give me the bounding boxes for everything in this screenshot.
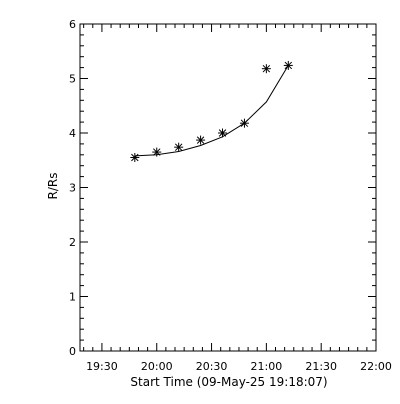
marker-stroke — [262, 64, 271, 73]
y-tick-label: 0 — [69, 345, 76, 358]
y-tick-label: 4 — [69, 127, 76, 140]
points-layer — [130, 60, 293, 163]
data-point — [130, 153, 140, 163]
x-tick-label: 20:30 — [196, 360, 228, 373]
data-point — [218, 128, 228, 138]
fit-layer — [134, 65, 289, 157]
x-tick-label: 21:00 — [251, 360, 283, 373]
ticks-layer: 0 1 2 3 4 5 6 19:30 20:00 20:30 21:00 21:30 22:00 — [69, 18, 392, 373]
data-point — [239, 118, 249, 128]
y-tick-label: 3 — [69, 182, 76, 195]
x-tick-label: 21:30 — [305, 360, 337, 373]
data-point — [174, 142, 184, 152]
marker-stroke — [240, 119, 249, 127]
marker-stroke — [153, 148, 161, 156]
y-tick-label: 5 — [69, 73, 76, 86]
plot-frame — [79, 23, 377, 352]
x-tick-label: 19:30 — [86, 360, 118, 373]
marker-stroke — [284, 61, 293, 70]
axes-layer — [79, 23, 377, 352]
fit-line — [134, 65, 289, 157]
x-tick-label: 22:00 — [360, 360, 392, 373]
data-point — [196, 135, 206, 145]
marker-stroke — [131, 153, 139, 162]
marker-stroke — [218, 129, 227, 137]
y-tick-label: 6 — [69, 18, 76, 31]
x-axis-label: Start Time (09-May-25 19:18:07) — [130, 375, 327, 389]
x-tick-label: 20:00 — [141, 360, 173, 373]
y-tick-label: 2 — [69, 236, 76, 249]
data-point — [283, 60, 293, 70]
marker-stroke — [174, 143, 183, 151]
y-tick-label: 1 — [69, 291, 76, 304]
y-axis-label: R/Rs — [46, 173, 60, 200]
data-point — [261, 64, 271, 74]
marker-stroke — [196, 136, 205, 144]
data-point — [152, 147, 162, 157]
